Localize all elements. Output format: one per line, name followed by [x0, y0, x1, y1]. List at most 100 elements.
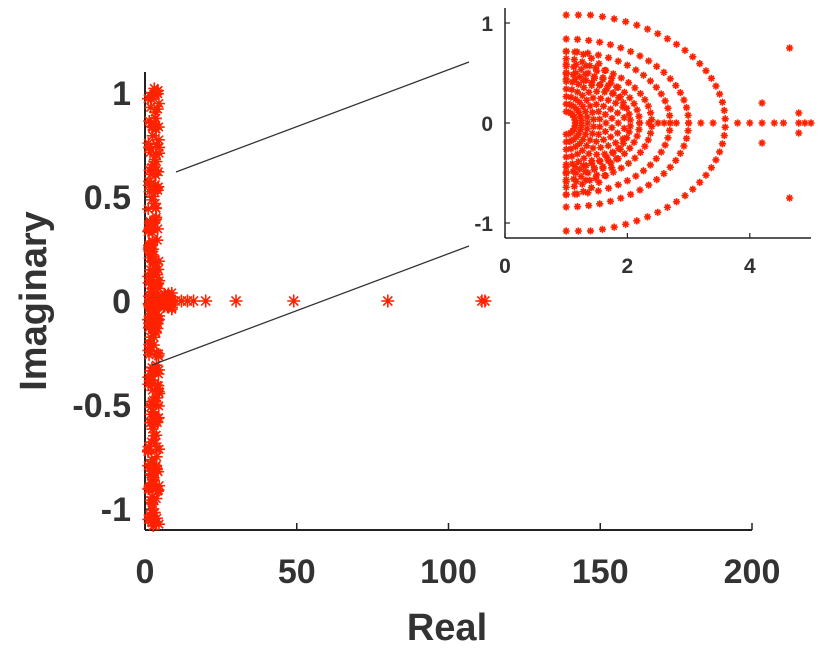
inset-data-point — [663, 35, 672, 43]
inset-data-point — [620, 114, 628, 122]
inset-data-point — [617, 74, 625, 82]
data-point — [478, 294, 492, 308]
inset-data-point — [597, 94, 605, 103]
inset-data-point — [666, 119, 674, 127]
inset-data-point — [577, 65, 585, 73]
inset-data-point — [612, 99, 620, 107]
data-point — [144, 263, 157, 276]
data-point — [161, 289, 174, 302]
inset-data-point — [646, 109, 655, 117]
inset-data-point — [609, 149, 617, 157]
inset-data-point — [595, 178, 603, 186]
inset-data-point — [608, 164, 616, 172]
inset-data-point — [718, 140, 727, 148]
inset-data-point — [661, 141, 669, 149]
data-point — [150, 492, 163, 505]
inset-x-tick-label: 2 — [622, 255, 634, 278]
inset-data-point — [661, 97, 669, 105]
data-point — [143, 348, 156, 361]
data-point — [146, 234, 159, 247]
inset-data-point — [626, 116, 634, 124]
inset-data-point — [620, 124, 628, 132]
inset-data-point — [657, 90, 665, 98]
data-point — [142, 371, 155, 384]
data-point — [152, 399, 165, 412]
data-point — [142, 444, 155, 457]
data-point — [147, 190, 160, 203]
inset-data-point — [645, 119, 653, 127]
inset-data-point — [684, 111, 692, 119]
inset-data-point — [672, 81, 680, 90]
inset-data-point — [562, 145, 570, 154]
inset-data-point — [562, 69, 570, 77]
inset-data-point — [599, 136, 608, 144]
inset-data-point — [623, 177, 631, 185]
inset-data-point — [592, 137, 600, 146]
inset-data-point — [585, 201, 593, 210]
inset-data-point — [572, 105, 580, 113]
inset-data-point — [592, 100, 600, 109]
inset-data-point — [587, 184, 596, 192]
inset-data-point — [680, 142, 688, 150]
inset-data-point — [676, 89, 684, 97]
inset-data-point — [594, 187, 602, 195]
inset-data-point — [567, 93, 575, 101]
inset-data-point — [707, 74, 715, 82]
data-point — [158, 288, 171, 301]
inset-data-point — [644, 136, 652, 144]
inset-data-point — [604, 184, 613, 192]
inset-data-point — [579, 50, 587, 58]
inset-data-point — [576, 126, 585, 134]
inset-data-point — [707, 164, 715, 172]
inset-data-point — [795, 109, 803, 117]
data-point — [229, 294, 243, 308]
inset-data-point — [594, 108, 603, 116]
inset-data-point — [598, 225, 607, 233]
data-point — [150, 429, 163, 442]
data-point — [151, 268, 164, 281]
data-point — [147, 519, 160, 532]
inset-data-point — [595, 157, 604, 165]
inset-data-point — [615, 144, 623, 153]
inset-data-point — [594, 130, 603, 138]
data-point — [151, 288, 164, 301]
x-tick-label: 0 — [136, 553, 155, 591]
data-point — [153, 387, 166, 400]
inset-data-point — [596, 38, 604, 46]
inset-data-point — [608, 114, 616, 122]
data-point — [149, 213, 162, 226]
inset-data-point — [571, 143, 580, 151]
inset-data-point — [601, 127, 609, 136]
inset-data-point — [607, 105, 615, 113]
inset-data-point — [584, 169, 592, 177]
inset-x-ticks: 0 2 4 — [499, 233, 756, 278]
inset-data-point — [586, 227, 595, 235]
inset-x-tick-label: 4 — [744, 255, 756, 278]
inset-data-point — [586, 102, 594, 110]
inset-data-point — [632, 66, 640, 74]
inset-data-point — [613, 129, 622, 137]
inset-data-point — [572, 177, 580, 186]
inset-data-point — [562, 183, 570, 191]
inset-data-point — [645, 181, 653, 189]
inset-data-point — [758, 139, 766, 147]
inset-data-point — [654, 208, 662, 216]
inset-data-point — [589, 144, 597, 152]
inset-data-point — [575, 140, 584, 148]
inset-data-point — [672, 156, 680, 165]
inset-data-point — [639, 71, 648, 79]
data-point — [146, 129, 159, 142]
data-point — [152, 84, 165, 97]
inset-data-point — [574, 158, 582, 166]
data-point — [144, 177, 157, 190]
data-point — [142, 203, 155, 216]
inset-data-point — [660, 68, 668, 76]
inset-data-point — [607, 79, 615, 87]
inset-data-point — [785, 194, 794, 202]
inset-data-point — [636, 119, 644, 127]
inset-data-point — [574, 11, 582, 19]
y-tick-label: -1 — [101, 491, 131, 529]
inset-data-point — [574, 80, 582, 88]
data-point — [152, 97, 165, 110]
